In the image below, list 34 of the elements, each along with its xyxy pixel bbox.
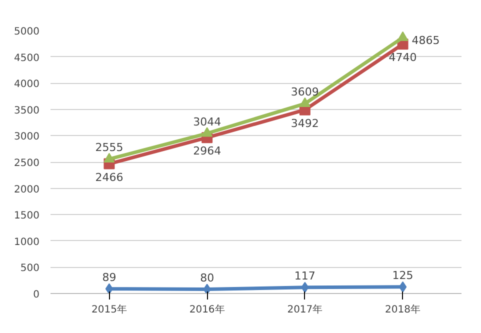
data-label: 125 — [392, 268, 414, 282]
data-label: 2466 — [95, 170, 124, 184]
x-tick-label: 2017年 — [287, 304, 323, 316]
y-tick-label: 4500 — [14, 52, 40, 64]
data-label: 2555 — [95, 141, 124, 154]
point — [105, 283, 114, 294]
point — [104, 152, 115, 162]
y-tick-label: 3500 — [14, 105, 40, 116]
y-tick-label: 0 — [33, 290, 40, 300]
point — [398, 281, 407, 292]
x-tick-label: 2015年 — [91, 304, 127, 316]
y-tick-label: 4000 — [14, 79, 40, 90]
x-tick-label: 2018年 — [385, 304, 421, 316]
data-label: 80 — [200, 271, 214, 284]
data-label: 3492 — [290, 116, 319, 130]
point — [203, 284, 211, 294]
data-label: 4740 — [388, 51, 417, 64]
point — [202, 127, 213, 137]
point — [299, 97, 310, 108]
data-label: 117 — [294, 269, 316, 282]
y-tick-label: 2000 — [14, 184, 40, 196]
y-tick-label: 1500 — [14, 210, 40, 222]
y-tick-label: 3000 — [14, 132, 40, 143]
data-label: 3044 — [193, 115, 222, 128]
data-label: 2964 — [193, 144, 222, 158]
data-label: 3609 — [290, 86, 319, 99]
y-tick-label: 2500 — [14, 158, 40, 169]
y-tick-label: 5000 — [14, 26, 40, 38]
point — [397, 31, 408, 41]
data-label: 4865 — [412, 34, 440, 48]
y-tick-label: 1000 — [14, 236, 40, 248]
data-label: 89 — [102, 270, 116, 284]
x-tick-label: 2016年 — [189, 304, 225, 316]
y-tick-label: 500 — [20, 263, 40, 274]
